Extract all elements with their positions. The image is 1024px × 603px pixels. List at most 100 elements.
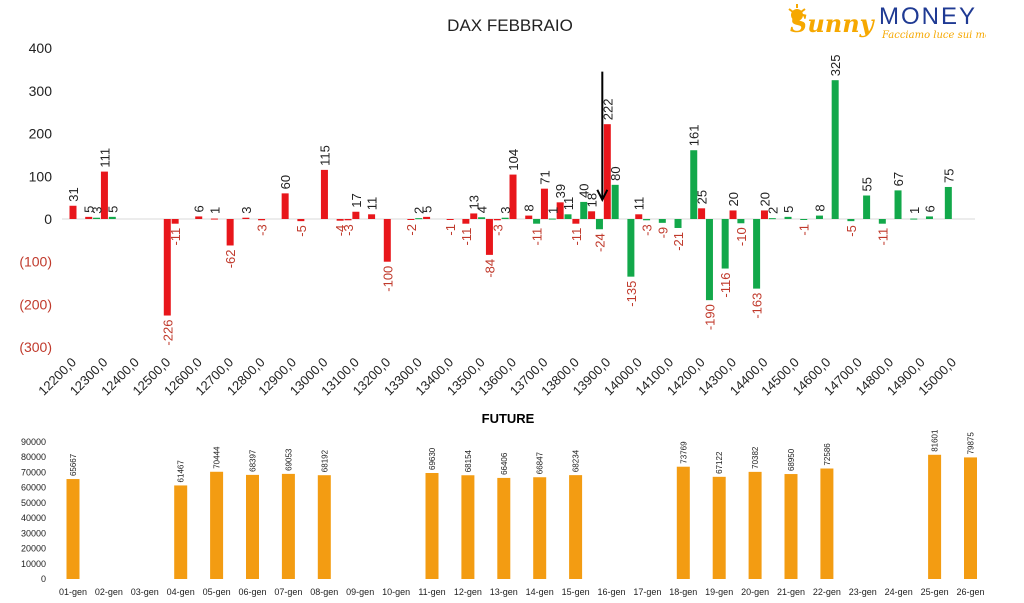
future-y-tick: 90000 xyxy=(21,437,46,447)
dax-data-label: -3 xyxy=(490,224,505,236)
dax-y-tick: 200 xyxy=(29,126,53,142)
dax-data-label: 2 xyxy=(412,207,427,214)
dax-bar-green xyxy=(847,219,855,222)
future-x-tick: 18-gen xyxy=(669,587,697,597)
dax-bar-red xyxy=(336,219,344,221)
logo-brand-right: MONEY xyxy=(879,3,977,30)
dax-bar-green xyxy=(721,219,729,269)
future-bar xyxy=(66,479,80,579)
future-data-label: 68234 xyxy=(572,449,581,472)
future-y-tick: 60000 xyxy=(21,483,46,493)
dax-data-label: 11 xyxy=(365,197,380,211)
future-x-tick: 07-gen xyxy=(274,587,302,597)
future-x-tick: 08-gen xyxy=(310,587,338,597)
dax-y-tick: (100) xyxy=(19,254,52,270)
dax-bar-green xyxy=(800,219,808,220)
dax-data-label: -4 xyxy=(333,225,348,237)
dax-y-tick: (300) xyxy=(19,339,52,355)
dax-data-label: 1 xyxy=(907,207,922,214)
dax-arrow-annotation xyxy=(596,71,609,203)
dax-data-label: 80 xyxy=(608,166,623,180)
dax-data-label: 4 xyxy=(475,206,490,213)
future-data-label: 68192 xyxy=(320,449,329,472)
dax-chart-title: DAX FEBBRAIO xyxy=(447,16,573,35)
future-bar xyxy=(712,476,726,579)
dax-bar-green xyxy=(674,219,682,228)
dax-bar-green xyxy=(784,216,792,219)
future-x-tick: 09-gen xyxy=(346,587,374,597)
dax-bar-red xyxy=(556,202,564,219)
future-bar xyxy=(569,475,583,579)
dax-data-label: 3 xyxy=(90,206,105,213)
dax-data-label: 2 xyxy=(765,207,780,214)
dax-bar-green xyxy=(894,190,902,219)
dax-bar-red xyxy=(540,188,548,219)
future-bar xyxy=(281,473,295,579)
dax-y-tick: (200) xyxy=(19,296,52,312)
dax-data-label: 55 xyxy=(860,177,875,191)
dax-bar-red xyxy=(493,219,501,221)
future-data-label: 68950 xyxy=(787,448,796,471)
dax-bar-green xyxy=(705,219,713,301)
dax-bar-red xyxy=(603,124,611,219)
dax-data-label: 60 xyxy=(278,175,293,189)
dax-data-label: -100 xyxy=(380,266,395,292)
dax-data-label: 67 xyxy=(891,172,906,186)
dax-bar-green xyxy=(478,217,486,219)
dax-data-label: 3 xyxy=(498,206,513,213)
dax-bar-green xyxy=(878,219,886,224)
dax-data-label: -11 xyxy=(569,228,584,246)
dax-bar-red xyxy=(635,214,643,219)
future-data-label: 79875 xyxy=(967,432,976,455)
dax-data-label: 111 xyxy=(97,148,112,168)
dax-bar-red xyxy=(100,171,108,219)
dax-data-label: -3 xyxy=(640,224,655,236)
future-x-tick: 24-gen xyxy=(885,587,913,597)
future-data-label: 66406 xyxy=(500,452,509,475)
dax-bar-red xyxy=(525,215,533,219)
future-x-tick: 22-gen xyxy=(813,587,841,597)
dax-data-label: -2 xyxy=(404,224,419,236)
future-data-label: 66847 xyxy=(536,451,545,474)
future-data-label: 65667 xyxy=(69,453,78,476)
dax-bar-red xyxy=(281,193,289,219)
dax-bar-red xyxy=(470,213,478,219)
future-data-label: 73769 xyxy=(679,441,688,464)
dax-bar-green xyxy=(753,219,761,289)
dax-data-label: 5 xyxy=(82,206,97,213)
future-bar xyxy=(425,473,439,579)
future-chart-title: FUTURE xyxy=(482,411,535,426)
future-y-tick: 20000 xyxy=(21,544,46,554)
dax-bar-red xyxy=(171,219,179,224)
future-data-label: 70382 xyxy=(751,446,760,469)
future-bar xyxy=(533,477,547,579)
dax-data-label: -11 xyxy=(875,228,890,246)
dax-bar-green xyxy=(944,186,952,219)
dax-data-label: 5 xyxy=(781,206,796,213)
dax-bar-red xyxy=(163,219,171,316)
future-data-label: 68154 xyxy=(464,449,473,472)
dax-data-label: -11 xyxy=(168,228,183,246)
dax-data-label: 11 xyxy=(632,197,647,211)
dax-bar-red xyxy=(588,211,596,219)
dax-data-label: 71 xyxy=(537,170,552,184)
dax-bar-green xyxy=(815,215,823,219)
future-data-label: 69053 xyxy=(284,448,293,471)
future-data-label: 61467 xyxy=(177,460,186,483)
future-bar xyxy=(676,466,690,579)
future-x-tick: 05-gen xyxy=(203,587,231,597)
future-data-label: 81601 xyxy=(931,429,940,452)
future-x-tick: 14-gen xyxy=(526,587,554,597)
future-bar xyxy=(174,485,188,579)
dax-data-label: -5 xyxy=(844,225,859,237)
dax-chart: DAX FEBBRAIO 400 300 200 100 0 (100) (200) (300… xyxy=(19,16,975,398)
dax-data-label: -84 xyxy=(482,259,497,278)
dax-bar-green xyxy=(93,217,101,219)
future-bar xyxy=(928,454,942,579)
future-bar xyxy=(317,475,331,579)
future-bar xyxy=(497,477,511,579)
future-y-tick: 50000 xyxy=(21,498,46,508)
dax-bar-green xyxy=(611,184,619,219)
dax-bar-red xyxy=(698,208,706,219)
future-x-tick: 11-gen xyxy=(418,587,445,597)
